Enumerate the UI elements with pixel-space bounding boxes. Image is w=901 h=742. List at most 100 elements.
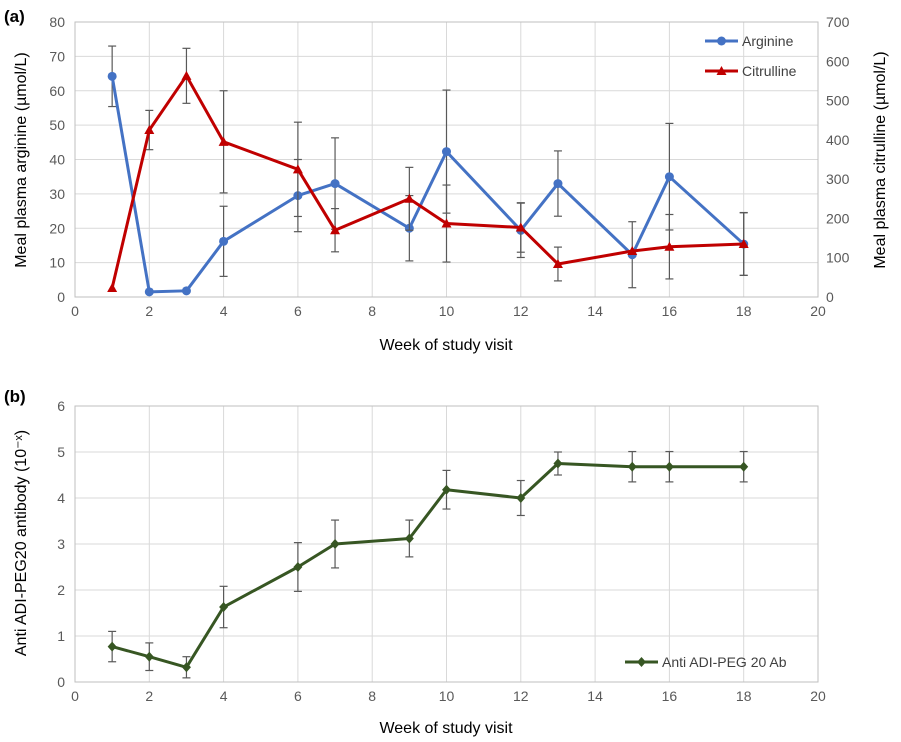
y-tick-label: 5 bbox=[57, 444, 65, 460]
arginine-series bbox=[107, 45, 749, 297]
y-tick-label: 0 bbox=[57, 674, 65, 690]
anti-adi-peg-20-ab-line bbox=[111, 462, 744, 669]
citrulline-data-point bbox=[552, 259, 563, 268]
arginine-data-point bbox=[219, 236, 229, 246]
arginine-data-point bbox=[181, 286, 191, 296]
y2-tick-label: 0 bbox=[826, 289, 834, 305]
legend-label: Citrulline bbox=[742, 63, 797, 79]
citrulline-line bbox=[110, 74, 744, 289]
arginine-data-point bbox=[664, 172, 674, 182]
panel-a-x-axis-title: Week of study visit bbox=[379, 337, 513, 354]
arginine-data-point bbox=[144, 287, 154, 297]
y-tick-label: 0 bbox=[57, 289, 65, 305]
legend-entry-citrulline: Citrulline bbox=[705, 63, 797, 79]
y2-tick-label: 200 bbox=[826, 210, 850, 226]
y-tick-label: 30 bbox=[49, 186, 65, 202]
panel-b-x-axis-title: Week of study visit bbox=[379, 720, 513, 737]
legend-entry-arginine: Arginine bbox=[705, 33, 794, 49]
anti-adi-peg-20-ab-data-point bbox=[293, 562, 303, 572]
anti-adi-peg-20-ab-data-point bbox=[107, 641, 117, 652]
panel-a-right-axis-title: Meal plasma citrulline (µmol/L) bbox=[872, 51, 889, 268]
panel-b-y-axis-title: Anti ADI-PEG20 antibody (10⁻ˣ) bbox=[13, 430, 30, 656]
panel-a-legend: Arginine Citrulline bbox=[705, 33, 797, 79]
y-tick-label: 40 bbox=[49, 152, 65, 168]
y-tick-label: 3 bbox=[57, 536, 65, 552]
x-tick-label: 8 bbox=[368, 688, 376, 704]
y-tick-label: 80 bbox=[49, 14, 65, 30]
anti-adi-peg-20-ab-data-point bbox=[219, 602, 229, 613]
plot-area-frame bbox=[74, 405, 819, 683]
citrulline-data-point bbox=[627, 246, 638, 256]
legend-label: Anti ADI-PEG 20 Ab bbox=[662, 654, 787, 670]
panel-a-label: (a) bbox=[4, 7, 25, 26]
y2-tick-label: 500 bbox=[826, 93, 850, 109]
x-tick-label: 10 bbox=[439, 303, 455, 319]
legend-label: Arginine bbox=[742, 33, 794, 49]
y2-tick-label: 700 bbox=[826, 14, 850, 30]
citrulline-data-point bbox=[404, 193, 415, 203]
citrulline-data-point bbox=[330, 225, 341, 235]
y-tick-label: 70 bbox=[49, 48, 65, 64]
anti-adi-peg-20-ab-data-point bbox=[330, 539, 340, 549]
y-tick-label: 2 bbox=[57, 582, 65, 598]
citrulline-data-point bbox=[181, 70, 192, 80]
arginine-data-point bbox=[553, 179, 563, 189]
x-tick-label: 16 bbox=[662, 303, 678, 319]
x-tick-label: 16 bbox=[662, 688, 678, 704]
y-tick-label: 1 bbox=[57, 628, 65, 644]
y-tick-label: 6 bbox=[57, 398, 65, 414]
y2-tick-label: 600 bbox=[826, 53, 850, 69]
y2-tick-label: 400 bbox=[826, 132, 850, 148]
citrulline-data-point bbox=[107, 282, 118, 292]
legend-entry-anti-adi-peg-20-ab: Anti ADI-PEG 20 Ab bbox=[625, 654, 787, 670]
panel-b-series bbox=[107, 450, 749, 679]
y2-tick-label: 100 bbox=[826, 250, 850, 266]
anti-adi-peg-20-ab-data-point bbox=[664, 461, 674, 472]
citrulline-data-point bbox=[218, 136, 229, 146]
x-tick-label: 12 bbox=[513, 303, 529, 319]
panel-a-ticks: 0 2 4 6 8 10 12 14 16 18 2001020304050607080010020… bbox=[49, 14, 849, 319]
anti-adi-peg-20-ab-data-point bbox=[627, 461, 637, 472]
x-tick-label: 2 bbox=[145, 688, 153, 704]
x-tick-label: 0 bbox=[71, 303, 79, 319]
x-tick-label: 10 bbox=[439, 688, 455, 704]
anti-adi-peg-20-ab-data-point bbox=[442, 484, 451, 495]
x-tick-label: 6 bbox=[294, 303, 302, 319]
citrulline-data-point bbox=[738, 238, 749, 248]
arginine-data-point bbox=[442, 147, 451, 157]
anti-adi-peg-20-ab-data-point bbox=[516, 493, 526, 503]
anti-adi-peg-20-ab-data-point bbox=[404, 533, 414, 544]
arginine-data-point bbox=[107, 71, 117, 81]
legend-marker bbox=[637, 657, 646, 667]
anti-adi-peg-20-ab-data-point bbox=[553, 458, 563, 469]
panel-a-series bbox=[107, 45, 749, 297]
x-tick-label: 4 bbox=[220, 303, 228, 319]
citrulline-data-point bbox=[144, 125, 155, 135]
x-tick-label: 20 bbox=[810, 303, 826, 319]
anti-adi-peg-20-ab-series bbox=[107, 450, 749, 679]
x-tick-label: 4 bbox=[220, 688, 228, 704]
citrulline-data-point bbox=[292, 164, 303, 174]
arginine-data-point bbox=[330, 179, 340, 189]
anti-adi-peg-20-ab-data-point bbox=[739, 461, 749, 472]
x-tick-label: 12 bbox=[513, 688, 529, 704]
panel-b-legend: Anti ADI-PEG 20 Ab bbox=[625, 654, 787, 670]
panel-a-left-axis-title: Meal plasma arginine (µmol/L) bbox=[13, 52, 30, 268]
x-tick-label: 2 bbox=[145, 303, 153, 319]
y-tick-label: 20 bbox=[49, 220, 65, 236]
x-tick-label: 14 bbox=[587, 688, 603, 704]
y-tick-label: 50 bbox=[49, 117, 65, 133]
y-tick-label: 60 bbox=[49, 83, 65, 99]
citrulline-data-point bbox=[441, 218, 452, 228]
x-tick-label: 8 bbox=[368, 303, 376, 319]
citrulline-series bbox=[107, 47, 749, 292]
legend-marker bbox=[717, 36, 726, 46]
x-tick-label: 20 bbox=[810, 688, 826, 704]
arginine-line bbox=[110, 76, 745, 294]
panel-b-grid bbox=[74, 405, 819, 683]
x-tick-label: 18 bbox=[736, 303, 752, 319]
x-tick-label: 14 bbox=[587, 303, 603, 319]
anti-adi-peg-20-ab-data-point bbox=[144, 651, 154, 662]
panel-b-label: (b) bbox=[4, 387, 26, 406]
